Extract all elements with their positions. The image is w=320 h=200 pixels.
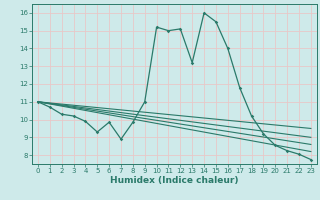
X-axis label: Humidex (Indice chaleur): Humidex (Indice chaleur) <box>110 176 239 185</box>
